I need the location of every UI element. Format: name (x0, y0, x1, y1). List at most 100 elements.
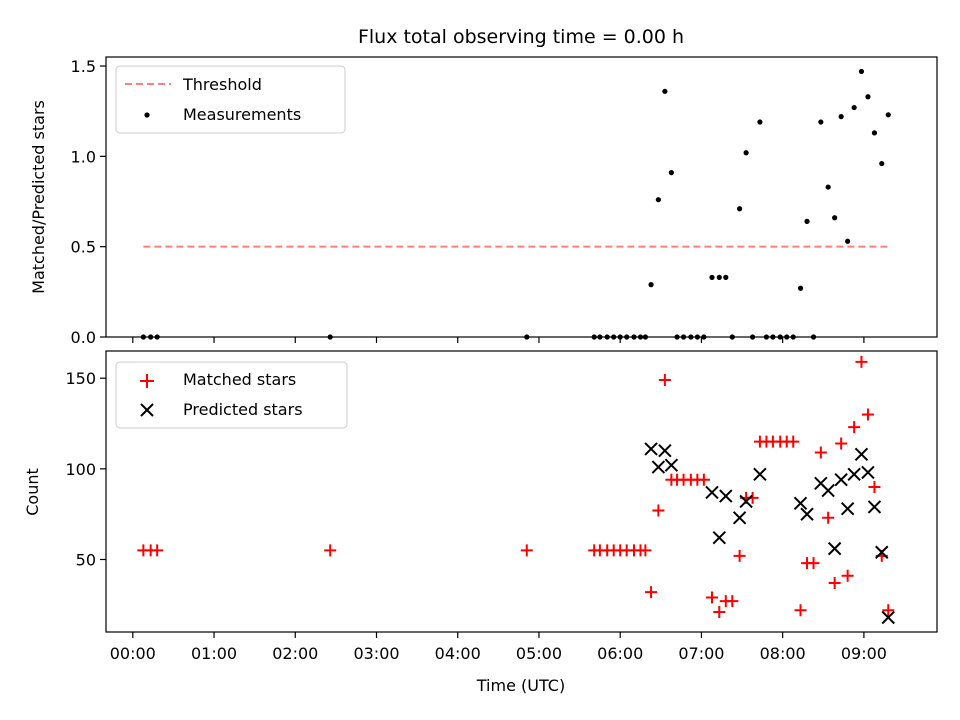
matched-legend-label: Matched stars (183, 370, 296, 389)
bottom-axes-frame (105, 350, 938, 633)
predicted-star-point (739, 494, 753, 509)
matched-star-point (835, 437, 848, 450)
predicted-star-point (712, 531, 727, 545)
x-tick-label: 08:00 (760, 644, 806, 663)
measurement-point (743, 150, 749, 156)
bottom-axes: 50 100 150 00:00 01:00 02:00 03:00 04:00 05:00 06… (65, 369, 886, 663)
ratio-panel: Flux total observing time = 0.00 h Match… (29, 26, 938, 347)
measurements-legend-label: Measurements (183, 105, 301, 124)
measurement-point (737, 206, 743, 212)
matched-star-point (787, 435, 800, 448)
predicted-star-point (705, 485, 719, 500)
y-tick-label: 1.0 (71, 147, 96, 166)
measurement-point (871, 130, 878, 136)
bottom-legend: Matched stars Predicted stars (115, 361, 348, 429)
count-panel: Count Time (UTC) 50 100 150 00:00 01:00 02:00… (23, 350, 938, 695)
chart-title: Flux total observing time = 0.00 h (358, 26, 684, 48)
measurement-point (825, 184, 831, 190)
matched-star-point (639, 544, 652, 557)
x-tick-label: 05:00 (516, 644, 562, 663)
x-tick-label: 00:00 (110, 644, 156, 663)
predicted-star-point (719, 489, 733, 503)
matched-star-point (822, 511, 835, 524)
y-tick-label: 0.0 (71, 328, 96, 347)
predicted-star-point (827, 541, 842, 556)
measurement-point (648, 282, 654, 288)
measurement-point (668, 170, 674, 176)
predicted-star-point (854, 447, 869, 462)
predicted-star-point (644, 442, 658, 456)
matched-star-point (520, 544, 533, 557)
matched-star-point (841, 569, 854, 582)
matched-star-point (151, 544, 164, 557)
y-tick-label: 50 (76, 550, 96, 569)
measurement-point (858, 68, 865, 75)
matched-star-point (705, 591, 718, 604)
measurement-point (845, 238, 851, 244)
predicted-star-point (875, 545, 889, 559)
x-tick-label: 09:00 (841, 644, 887, 663)
measurement-point (885, 112, 891, 118)
measurements-legend-swatch (144, 112, 150, 118)
predicted-legend-swatch (140, 403, 154, 417)
measurement-point (865, 94, 871, 100)
x-tick-label: 06:00 (597, 644, 643, 663)
matched-star-point (848, 421, 861, 434)
matched-star-point (807, 557, 820, 570)
predicted-star-point (821, 483, 835, 498)
top-axes: 0.0 0.5 1.0 1.5 (71, 57, 865, 347)
matched-star-point (658, 374, 671, 387)
measurement-point (832, 215, 838, 221)
x-tick-label: 07:00 (678, 644, 724, 663)
measurement-point (655, 197, 661, 203)
predicted-star-point (664, 458, 679, 472)
matched-star-point (645, 586, 658, 599)
y-tick-label: 0.5 (71, 238, 96, 257)
y-tick-label: 1.5 (71, 57, 96, 76)
measurement-point (716, 274, 722, 280)
measurement-point (818, 119, 824, 125)
y-tick-label: 150 (65, 369, 96, 388)
top-y-axis-label: Matched/Predicted stars (29, 100, 48, 294)
predicted-star-point (847, 467, 861, 481)
predicted-legend-label: Predicted stars (183, 400, 303, 419)
predicted-star-point (753, 467, 767, 481)
matched-star-point (855, 355, 868, 368)
predicted-star-point (658, 444, 672, 458)
predicted-star-point (800, 507, 814, 521)
matched-star-point (828, 577, 841, 590)
x-axis-label: Time (UTC) (476, 676, 565, 695)
bottom-marks (137, 355, 895, 625)
matched-star-point (794, 604, 807, 617)
x-tick-label: 01:00 (191, 644, 237, 663)
x-tick-label: 03:00 (353, 644, 399, 663)
x-tick-label: 02:00 (272, 644, 318, 663)
predicted-star-point (867, 500, 882, 514)
matched-legend-swatch (140, 374, 154, 388)
top-legend-box (115, 65, 346, 134)
predicted-star-point (651, 460, 666, 474)
measurement-point (757, 119, 763, 125)
x-tick-label: 04:00 (435, 644, 481, 663)
measurement-point (662, 88, 668, 94)
threshold-legend-label: Threshold (182, 75, 262, 94)
measurement-point (723, 274, 729, 280)
bottom-legend-box (115, 361, 348, 429)
matched-star-point (882, 604, 895, 617)
measurement-point (838, 114, 844, 120)
matched-star-point (861, 408, 874, 421)
measurement-point (879, 160, 885, 167)
matched-star-point (868, 480, 881, 493)
predicted-star-point (861, 465, 875, 480)
measurement-point (804, 218, 810, 224)
y-tick-label: 100 (65, 460, 96, 479)
matched-star-point (733, 549, 746, 562)
matched-star-point (324, 544, 337, 557)
predicted-star-point (793, 496, 808, 510)
matched-star-point (713, 606, 726, 619)
matched-star-point (652, 504, 665, 517)
top-legend: Threshold Measurements (115, 65, 346, 134)
predicted-star-point (881, 610, 895, 625)
predicted-star-point (840, 502, 855, 516)
